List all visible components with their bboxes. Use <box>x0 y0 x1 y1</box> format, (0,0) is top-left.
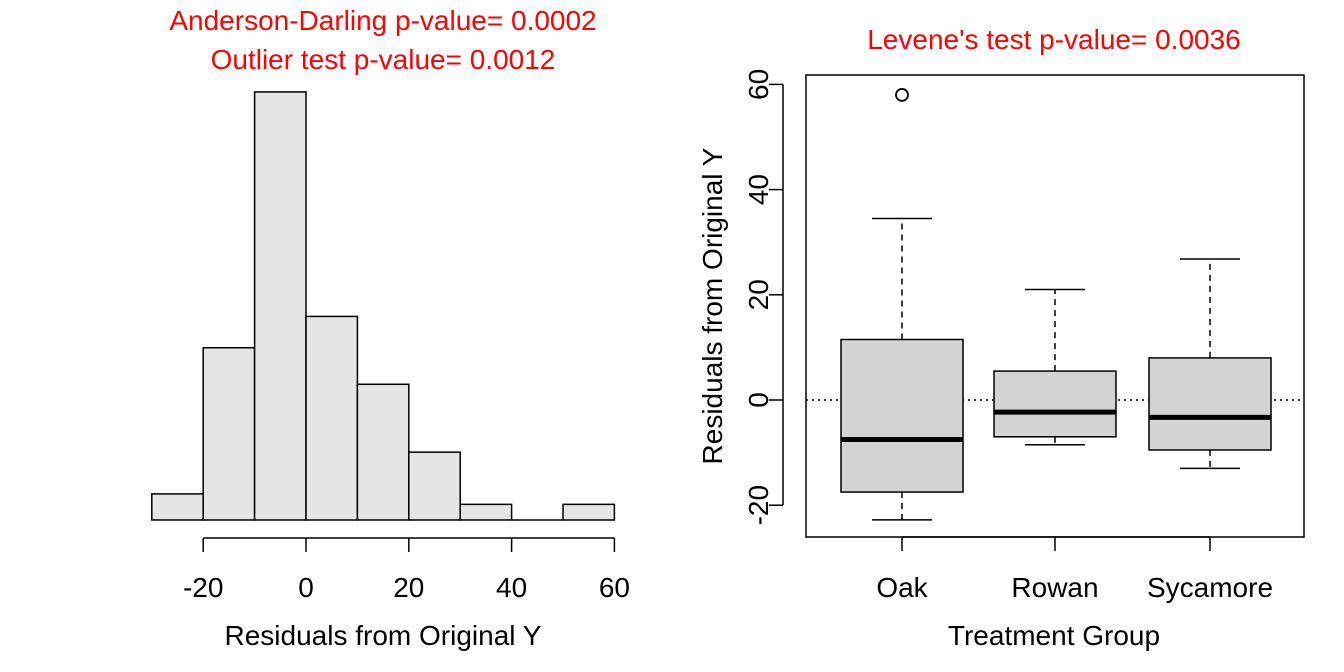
boxplot-x-tick-label-sycamore: Sycamore <box>1147 572 1273 603</box>
histogram-bar <box>356 383 410 521</box>
histogram-panel: Anderson-Darling p-value= 0.0002 Outlier… <box>151 5 630 651</box>
boxplot-group-rowan <box>993 288 1117 446</box>
histogram-x-tick-label: -20 <box>183 572 223 603</box>
boxplot-y-tick-label: 60 <box>743 69 774 100</box>
histogram-x-tick-label: 60 <box>599 572 630 603</box>
boxplot-box <box>1148 357 1272 451</box>
histogram-bar <box>459 503 513 521</box>
boxplot-y-tick-label: 20 <box>743 279 774 310</box>
boxplot-x-tick-label-oak: Oak <box>876 572 928 603</box>
histogram-title-line-1: Anderson-Darling p-value= 0.0002 <box>169 5 596 36</box>
boxplot-groups <box>840 88 1272 521</box>
boxplot-box <box>840 338 964 493</box>
boxplot-y-tick-label: 0 <box>743 392 774 408</box>
boxplot-x-tick-label-rowan: Rowan <box>1011 572 1098 603</box>
boxplot-y-axis: -20 0 20 40 60 <box>743 69 784 525</box>
histogram-x-axis-label: Residuals from Original Y <box>225 620 542 651</box>
histogram-bar <box>408 451 461 521</box>
histogram-x-tick-label: 0 <box>298 572 314 603</box>
histogram-bars <box>151 91 616 521</box>
histogram-bar <box>202 346 256 521</box>
boxplot-group-sycamore <box>1148 258 1272 470</box>
boxplot-box <box>993 370 1117 438</box>
boxplot-title: Levene's test p-value= 0.0036 <box>867 24 1241 55</box>
histogram-x-axis: -20 0 20 40 60 <box>183 537 630 603</box>
boxplot-y-tick-label: 40 <box>743 174 774 205</box>
histogram-x-tick-label: 40 <box>496 572 527 603</box>
boxplot-y-tick-label: -20 <box>743 485 774 525</box>
histogram-title-line-2: Outlier test p-value= 0.0012 <box>211 44 556 75</box>
boxplot-y-axis-label: Residuals from Original Y <box>697 147 728 464</box>
boxplot-x-axis: Oak Rowan Sycamore <box>876 536 1273 603</box>
boxplot-panel: Levene's test p-value= 0.0036 -20 0 20 40 60… <box>697 24 1305 651</box>
histogram-bar <box>151 493 204 521</box>
histogram-bar <box>562 503 616 521</box>
histogram-bar <box>253 91 307 521</box>
boxplot-group-oak <box>840 88 964 521</box>
boxplot-outlier-point <box>895 88 909 102</box>
histogram-x-tick-label: 20 <box>393 572 424 603</box>
histogram-bar <box>305 315 359 521</box>
boxplot-x-axis-label: Treatment Group <box>948 620 1160 651</box>
